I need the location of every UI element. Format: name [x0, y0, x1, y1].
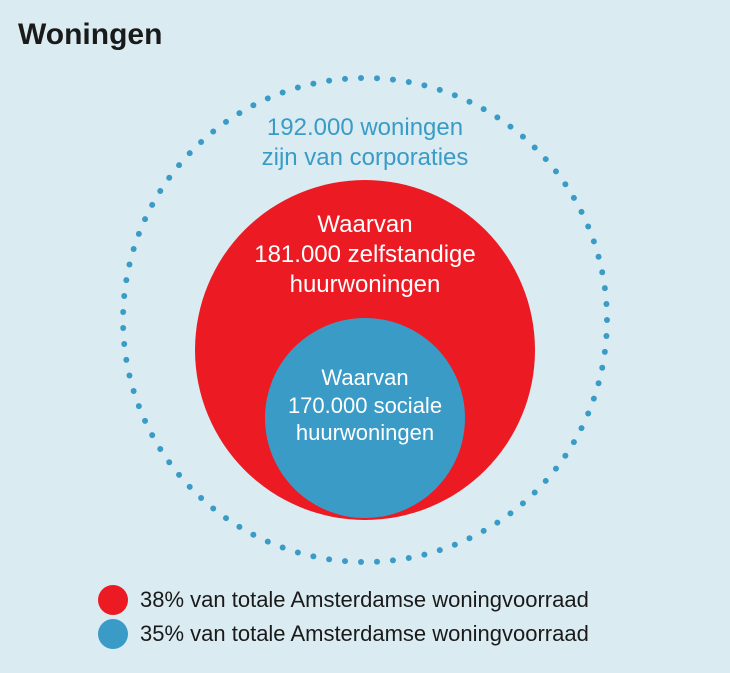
inner-circle-label-line3: huurwoningen [296, 420, 434, 445]
legend-dot [98, 585, 128, 615]
outer-circle-label-line1: 192.000 woningen [267, 114, 463, 141]
woningen-infographic: Woningen 192.000 woningen zijn van corpo… [0, 0, 730, 673]
page-title: Woningen [18, 18, 162, 52]
middle-circle-label-line1: Waarvan [317, 211, 412, 238]
inner-circle-label: Waarvan 170.000 sociale huurwoningen [265, 364, 465, 447]
outer-circle-label-line2: zijn van corporaties [262, 144, 469, 171]
legend-item: 38% van totale Amsterdamse woningvoorraa… [98, 585, 589, 615]
outer-circle-label: 192.000 woningen zijn van corporaties [120, 113, 610, 173]
inner-circle-label-line2: 170.000 sociale [288, 393, 442, 418]
middle-circle-label-line3: huurwoningen [290, 271, 441, 298]
legend-dot [98, 619, 128, 649]
middle-circle-label-line2: 181.000 zelfstandige [254, 241, 476, 268]
legend-text: 35% van totale Amsterdamse woningvoorraa… [140, 621, 589, 647]
inner-circle-label-line1: Waarvan [321, 365, 408, 390]
legend-item: 35% van totale Amsterdamse woningvoorraa… [98, 619, 589, 649]
legend: 38% van totale Amsterdamse woningvoorraa… [98, 585, 589, 653]
middle-circle-label: Waarvan 181.000 zelfstandige huurwoninge… [195, 210, 535, 300]
legend-text: 38% van totale Amsterdamse woningvoorraa… [140, 587, 589, 613]
